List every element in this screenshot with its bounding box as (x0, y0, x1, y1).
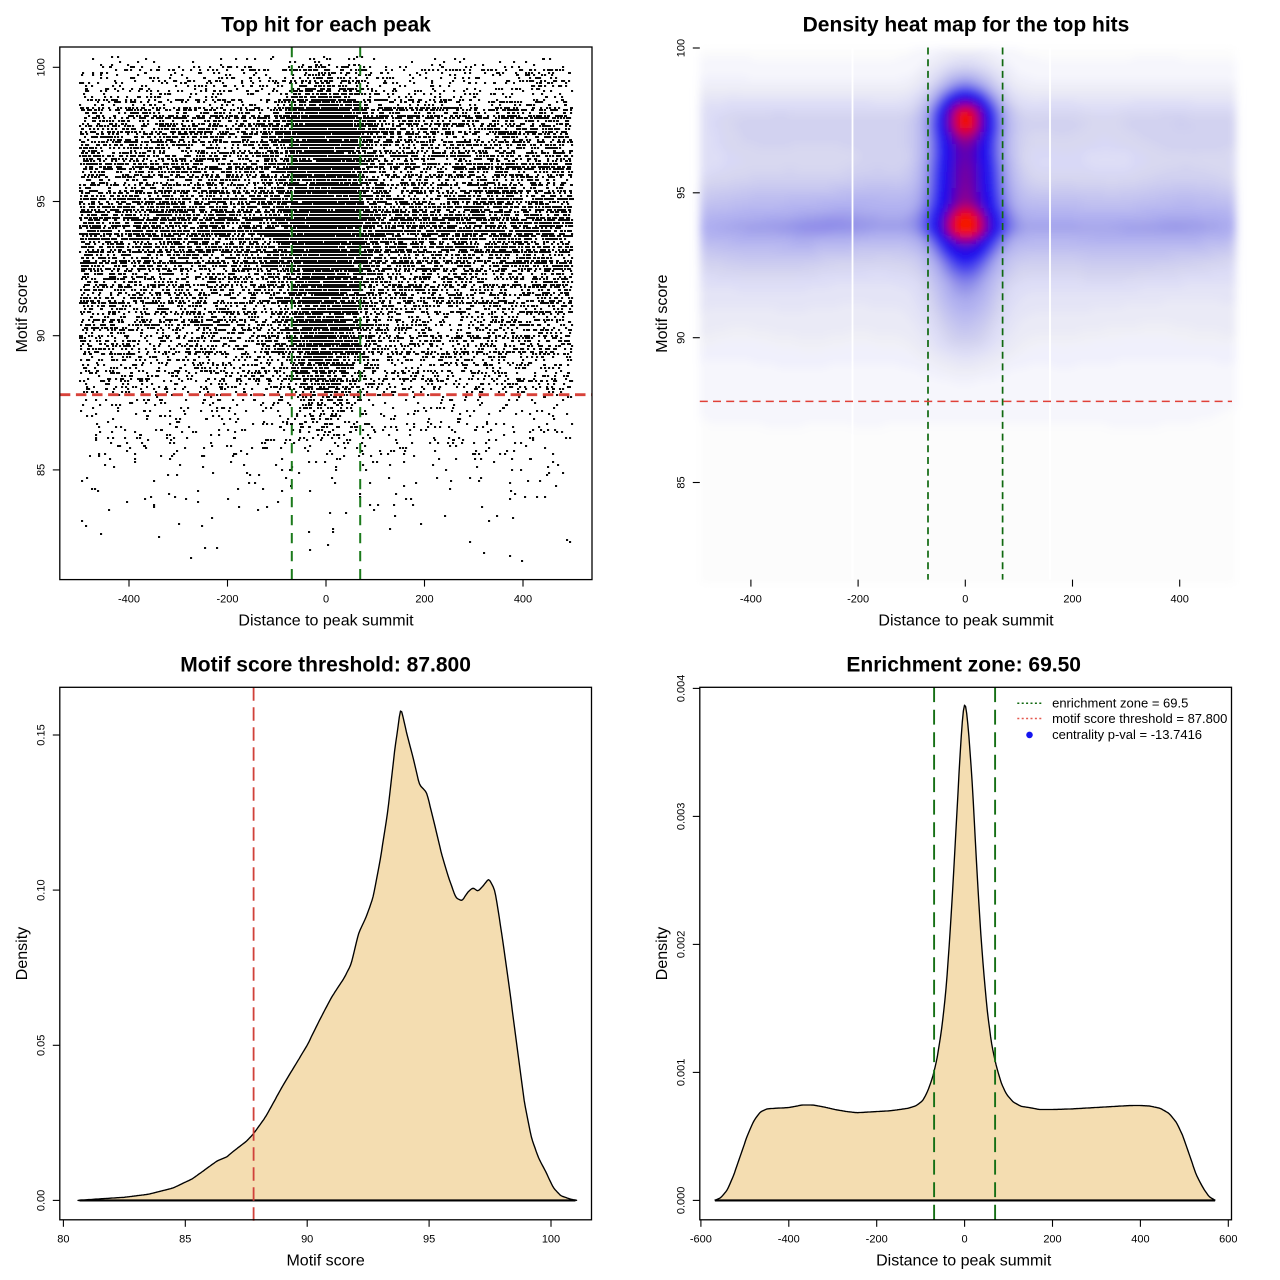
svg-text:85: 85 (179, 1234, 191, 1246)
svg-text:Motif score threshold: 87.800: Motif score threshold: 87.800 (180, 654, 471, 677)
svg-text:0.15: 0.15 (36, 724, 48, 745)
svg-text:90: 90 (676, 332, 688, 344)
svg-text:200: 200 (415, 594, 433, 606)
svg-text:Motif score: Motif score (14, 274, 31, 352)
svg-text:enrichment zone = 69.5: enrichment zone = 69.5 (1052, 696, 1188, 711)
svg-text:95: 95 (423, 1234, 435, 1246)
svg-text:80: 80 (57, 1234, 69, 1246)
svg-text:0.003: 0.003 (676, 803, 688, 831)
svg-text:100: 100 (542, 1234, 560, 1246)
svg-text:-200: -200 (216, 594, 238, 606)
svg-text:Distance to peak summit: Distance to peak summit (878, 613, 1054, 630)
svg-text:-400: -400 (118, 594, 140, 606)
svg-text:85: 85 (676, 476, 688, 488)
svg-text:90: 90 (36, 330, 48, 342)
svg-text:Motif score: Motif score (286, 1253, 364, 1270)
svg-text:100: 100 (676, 39, 688, 57)
svg-text:Enrichment zone: 69.50: Enrichment zone: 69.50 (846, 654, 1081, 677)
svg-text:0.001: 0.001 (676, 1059, 688, 1087)
svg-text:0: 0 (962, 1234, 968, 1246)
svg-text:600: 600 (1219, 1234, 1237, 1246)
svg-text:Density heat map for the top h: Density heat map for the top hits (803, 14, 1130, 37)
svg-text:-200: -200 (847, 594, 869, 606)
svg-text:Distance to peak summit: Distance to peak summit (238, 613, 414, 630)
svg-text:200: 200 (1063, 594, 1081, 606)
svg-text:400: 400 (514, 594, 532, 606)
svg-text:-400: -400 (740, 594, 762, 606)
svg-text:0.002: 0.002 (676, 931, 688, 959)
svg-text:400: 400 (1171, 594, 1189, 606)
svg-text:Distance to peak summit: Distance to peak summit (876, 1253, 1052, 1270)
svg-text:200: 200 (1043, 1234, 1061, 1246)
svg-text:-400: -400 (778, 1234, 800, 1246)
svg-text:100: 100 (36, 58, 48, 76)
svg-text:95: 95 (676, 187, 688, 199)
svg-text:Density: Density (654, 927, 671, 980)
svg-text:0.004: 0.004 (676, 675, 688, 703)
svg-text:0.000: 0.000 (676, 1187, 688, 1215)
svg-text:motif score threshold = 87.800: motif score threshold = 87.800 (1052, 711, 1227, 726)
svg-text:Top hit for each peak: Top hit for each peak (221, 14, 431, 37)
svg-text:90: 90 (301, 1234, 313, 1246)
svg-text:0.05: 0.05 (36, 1035, 48, 1056)
svg-text:Density: Density (14, 927, 31, 980)
svg-text:0: 0 (962, 594, 968, 606)
svg-text:95: 95 (36, 195, 48, 207)
svg-text:0.00: 0.00 (36, 1190, 48, 1211)
svg-text:-200: -200 (866, 1234, 888, 1246)
svg-text:0.10: 0.10 (36, 879, 48, 900)
svg-text:0: 0 (323, 594, 329, 606)
svg-text:centrality p-val = -13.7416: centrality p-val = -13.7416 (1052, 727, 1202, 742)
svg-text:Motif score: Motif score (654, 274, 671, 352)
svg-text:400: 400 (1131, 1234, 1149, 1246)
svg-text:85: 85 (36, 464, 48, 476)
svg-text:-600: -600 (690, 1234, 712, 1246)
